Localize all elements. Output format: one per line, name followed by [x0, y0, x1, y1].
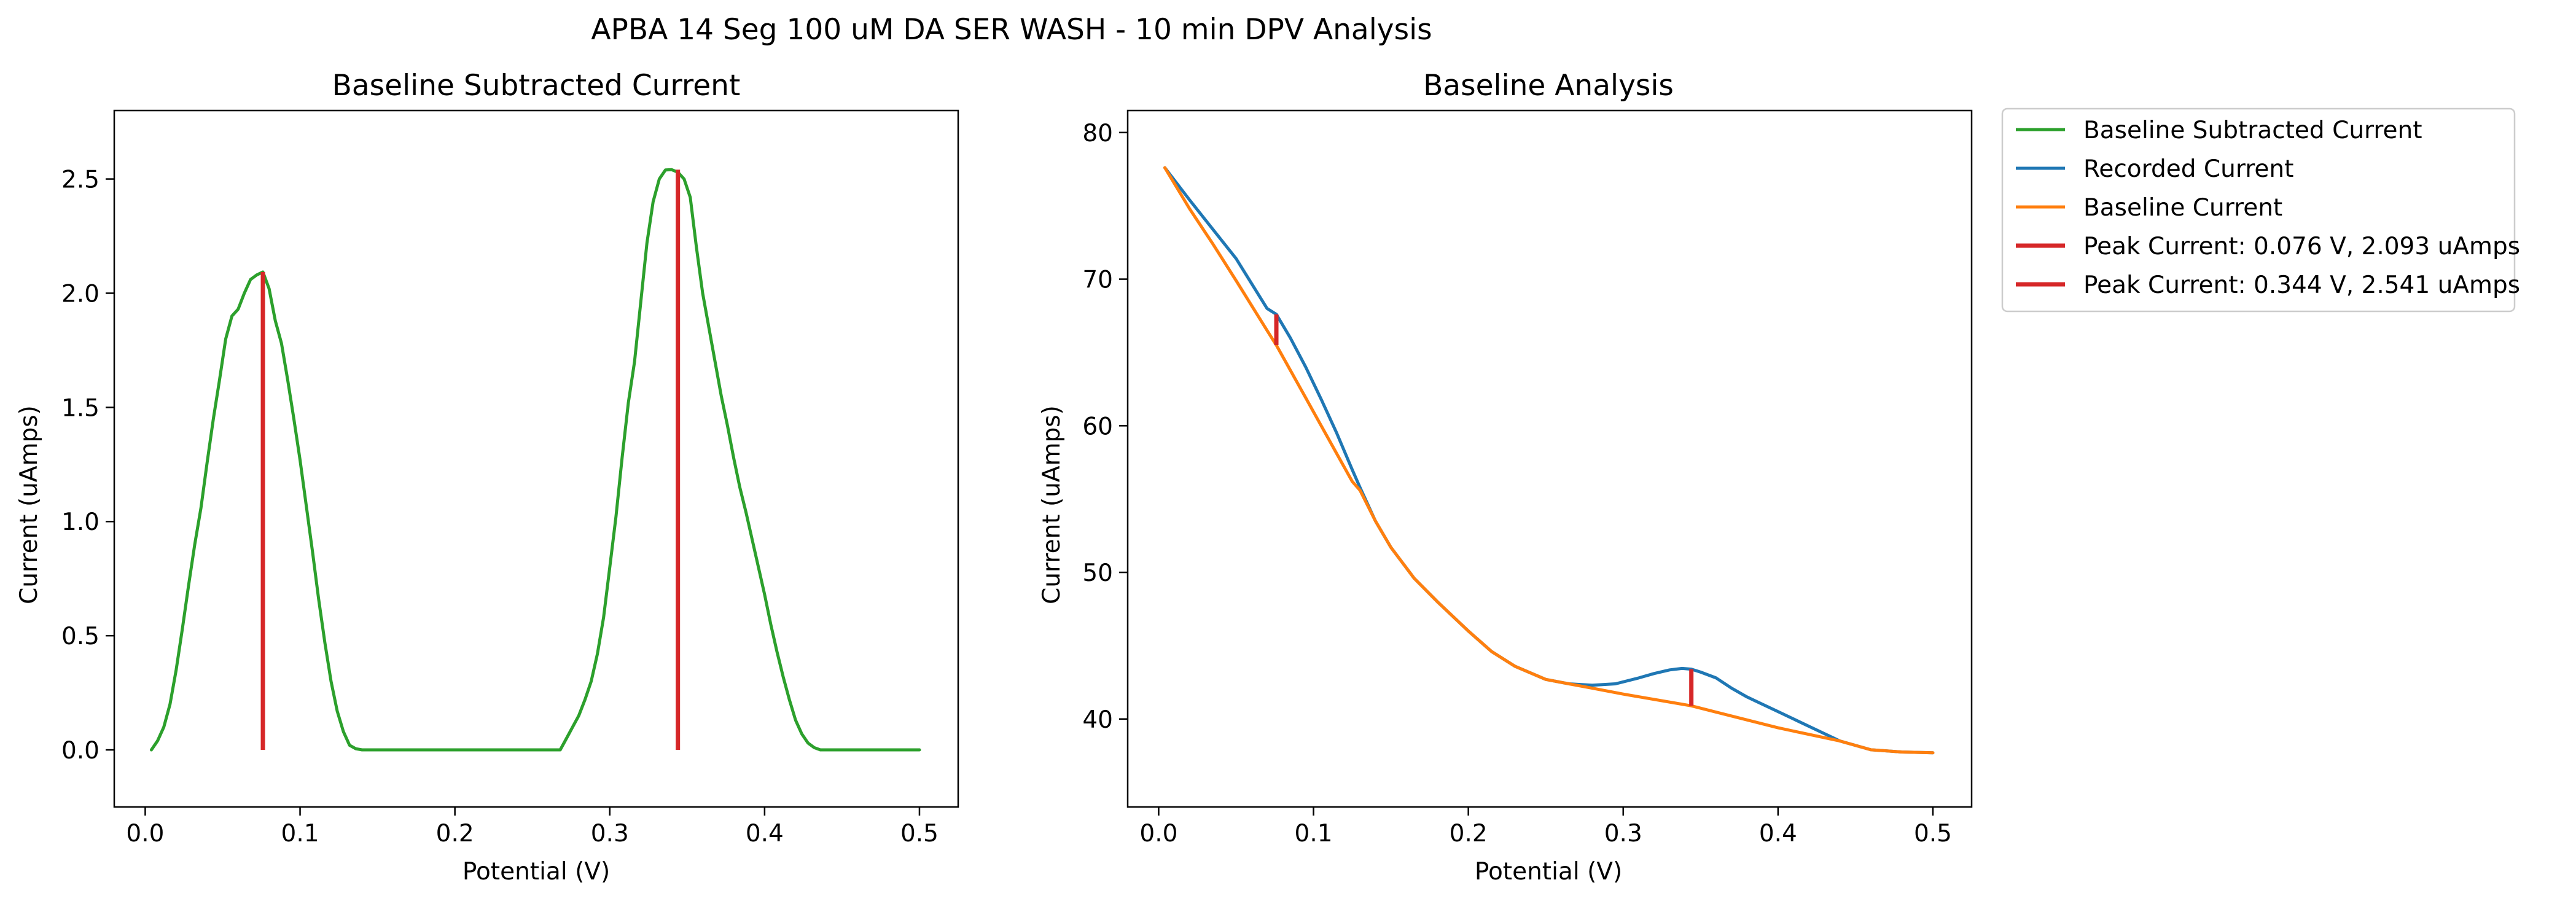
y-tick-label: 1.5 [61, 394, 100, 422]
y-tick-label: 60 [1082, 413, 1113, 440]
x-tick-label: 0.4 [746, 820, 784, 847]
figure-title: APBA 14 Seg 100 uM DA SER WASH - 10 min … [591, 13, 1432, 47]
y-tick-label: 80 [1082, 120, 1113, 147]
x-axis-label: Potential (V) [463, 858, 610, 886]
x-tick-label: 0.4 [1759, 820, 1797, 847]
x-tick-label: 0.5 [1914, 820, 1952, 847]
panel-title: Baseline Subtracted Current [332, 69, 741, 103]
y-tick-label: 50 [1082, 559, 1113, 587]
x-tick-label: 0.3 [1604, 820, 1642, 847]
y-tick-label: 70 [1082, 267, 1113, 294]
y-tick-label: 0.5 [61, 623, 100, 650]
y-tick-label: 0.0 [61, 737, 100, 765]
legend-label: Peak Current: 0.076 V, 2.093 uAmps [2083, 233, 2520, 260]
x-tick-label: 0.3 [591, 820, 629, 847]
legend-entry: Peak Current: 0.344 V, 2.541 uAmps [2016, 271, 2520, 299]
y-tick-label: 1.0 [61, 508, 100, 536]
x-tick-label: 0.0 [1139, 820, 1177, 847]
x-tick-label: 0.1 [1295, 820, 1333, 847]
legend-label: Baseline Current [2083, 194, 2282, 222]
x-tick-label: 0.1 [281, 820, 319, 847]
y-axis-label: Current (uAmps) [15, 405, 43, 604]
y-tick-label: 2.5 [61, 166, 100, 194]
legend: Baseline Subtracted Current Recorded Cur… [2002, 109, 2520, 311]
legend-label: Baseline Subtracted Current [2083, 117, 2422, 144]
x-axis-label: Potential (V) [1475, 858, 1622, 886]
y-axis-label: Current (uAmps) [1038, 405, 1066, 604]
legend-entry: Peak Current: 0.076 V, 2.093 uAmps [2016, 233, 2520, 260]
x-tick-label: 0.2 [436, 820, 474, 847]
x-tick-label: 0.0 [126, 820, 164, 847]
y-tick-label: 2.0 [61, 280, 100, 308]
y-tick-label: 40 [1082, 706, 1113, 734]
panel-title: Baseline Analysis [1423, 69, 1674, 103]
x-tick-label: 0.2 [1450, 820, 1488, 847]
x-tick-label: 0.5 [900, 820, 939, 847]
legend-label: Peak Current: 0.344 V, 2.541 uAmps [2083, 271, 2520, 299]
legend-label: Recorded Current [2083, 155, 2293, 183]
